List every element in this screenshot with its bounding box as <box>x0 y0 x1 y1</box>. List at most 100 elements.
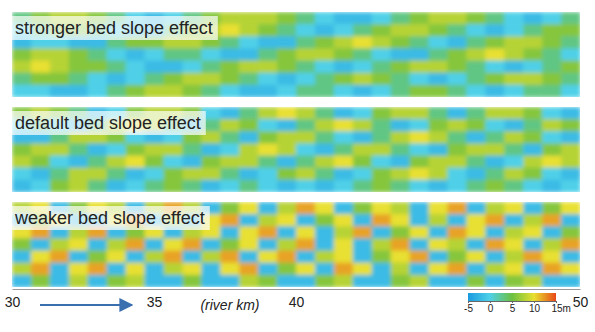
cell <box>523 61 543 74</box>
cell <box>239 48 259 61</box>
cell <box>504 119 524 132</box>
cell <box>334 202 354 215</box>
cell <box>296 156 316 169</box>
cell <box>239 24 259 37</box>
panel-title: default bed slope effect <box>15 113 201 133</box>
cell <box>334 61 354 74</box>
cell <box>277 61 297 74</box>
cell <box>391 156 411 169</box>
cell <box>50 156 70 169</box>
cell <box>523 12 543 25</box>
cell <box>353 107 373 120</box>
cell <box>145 156 165 169</box>
cell <box>258 36 278 49</box>
cell <box>391 180 411 192</box>
cell <box>447 36 467 49</box>
cell <box>353 36 373 49</box>
cell <box>429 180 449 192</box>
cell <box>466 143 486 156</box>
cell <box>296 263 316 276</box>
cell <box>258 119 278 132</box>
cell <box>88 61 108 74</box>
cell <box>523 119 543 132</box>
cell <box>410 226 430 239</box>
cell <box>523 36 543 49</box>
cell <box>258 73 278 86</box>
cell <box>220 251 240 264</box>
cell <box>561 73 580 86</box>
cell <box>88 275 108 287</box>
cell <box>107 143 127 156</box>
cell <box>296 85 316 97</box>
cell <box>523 143 543 156</box>
cell <box>353 61 373 74</box>
cell <box>258 156 278 169</box>
cell <box>239 85 259 97</box>
cell <box>12 180 32 192</box>
cell <box>296 238 316 251</box>
cell <box>239 131 259 144</box>
cell <box>429 263 449 276</box>
cell <box>523 214 543 227</box>
cell <box>447 202 467 215</box>
cell <box>410 48 430 61</box>
cell <box>277 107 297 120</box>
cell <box>523 238 543 251</box>
cell <box>353 275 373 287</box>
cell <box>220 48 240 61</box>
cell <box>315 156 335 169</box>
cell <box>145 143 165 156</box>
cell <box>372 36 392 49</box>
cell <box>163 85 183 97</box>
cell <box>296 143 316 156</box>
cell <box>391 12 411 25</box>
cell <box>504 61 524 74</box>
cell <box>334 251 354 264</box>
cell <box>429 119 449 132</box>
cell <box>220 156 240 169</box>
cell <box>542 251 562 264</box>
cell <box>353 168 373 181</box>
cell <box>107 275 127 287</box>
cell <box>410 202 430 215</box>
cell <box>561 12 580 25</box>
cell <box>466 73 486 86</box>
cell <box>542 168 562 181</box>
cell <box>523 131 543 144</box>
cell <box>391 107 411 120</box>
cell <box>466 263 486 276</box>
cell <box>334 119 354 132</box>
cell <box>391 73 411 86</box>
cell <box>485 107 505 120</box>
cell <box>12 275 32 287</box>
cell <box>182 168 202 181</box>
cell <box>315 275 335 287</box>
cell <box>353 24 373 37</box>
cell <box>410 36 430 49</box>
cell <box>69 238 89 251</box>
cell <box>410 275 430 287</box>
cell <box>485 202 505 215</box>
cell <box>485 143 505 156</box>
cell <box>277 168 297 181</box>
cell <box>542 24 562 37</box>
cell <box>485 85 505 97</box>
cell <box>50 251 70 264</box>
cell <box>466 24 486 37</box>
cell <box>504 24 524 37</box>
cell <box>410 24 430 37</box>
cell <box>504 168 524 181</box>
cell <box>258 180 278 192</box>
colorbar-tick-label: 5 <box>510 303 516 314</box>
cell <box>50 275 70 287</box>
colorbar-tick-label: 0 <box>488 303 494 314</box>
cell <box>258 24 278 37</box>
cell <box>31 73 51 86</box>
cell <box>466 214 486 227</box>
cell <box>372 119 392 132</box>
cell <box>277 180 297 192</box>
cell <box>220 143 240 156</box>
cell <box>163 251 183 264</box>
cell <box>182 156 202 169</box>
cell <box>485 48 505 61</box>
